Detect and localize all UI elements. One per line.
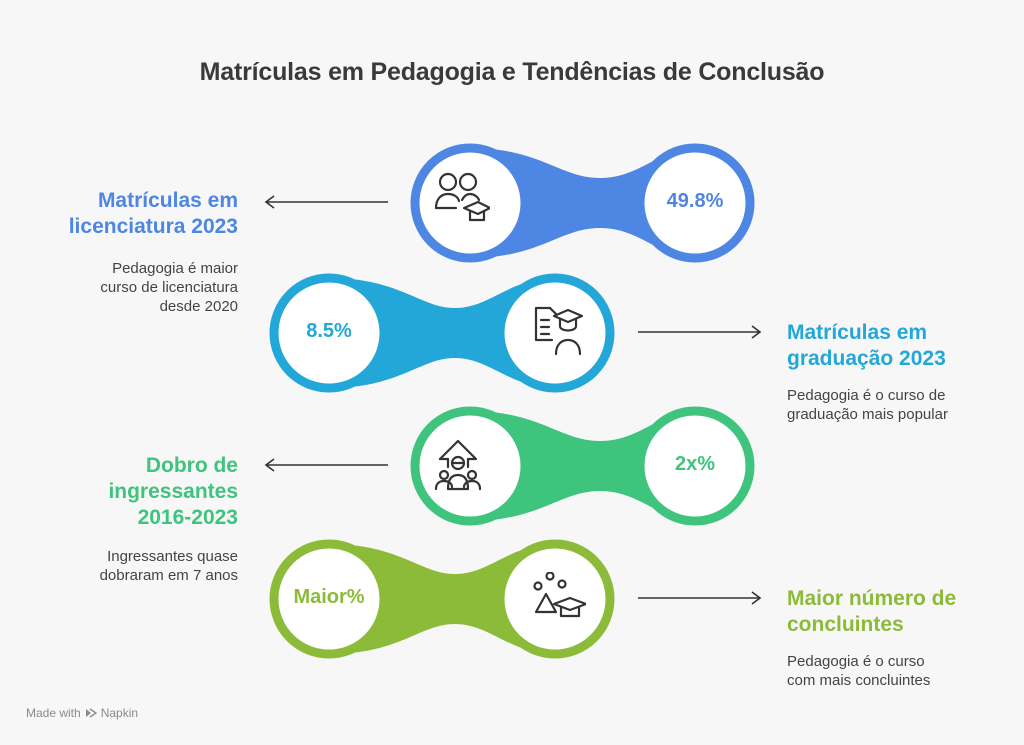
connector-pill [410,406,755,526]
heading-ingressantes: Dobro de ingressantes 2016-2023 [108,454,238,529]
row-graduacao: 8.5% Matrículas em graduação 2023 Pedago… [0,268,1024,423]
heading-concluintes: Maior número de concluintes [787,587,957,636]
connector-pill [269,539,615,659]
heading-licenciatura: Matrículas em licenciatura 2023 [68,189,238,238]
footer-attribution: Made with Napkin [26,706,138,720]
shapes-graduation-icon [530,571,588,628]
desc-concluintes: Pedagogia é o curso com mais concluintes [787,653,931,689]
footer-made-with: Made with [26,706,81,720]
value-licenciatura: 49.8% [666,190,724,212]
napkin-logo-icon [85,708,97,718]
students-graduation-icon [434,170,492,226]
growth-people-icon [434,437,490,493]
value-graduacao: 8.5% [306,320,352,342]
document-graduate-icon [530,306,586,362]
desc-licenciatura: Pedagogia é maior curso de licenciatura … [100,260,238,315]
value-concluintes: Maior% [293,586,365,608]
desc-graduacao: Pedagogia é o curso de graduação mais po… [787,387,948,423]
connector-pill [269,273,615,393]
row-ingressantes: 2x% Dobro de ingressantes 2016-2023 Ingr… [0,401,1024,584]
footer-brand: Napkin [100,706,139,720]
row-licenciatura: 49.8% Matrículas em licenciatura 2023 Pe… [0,138,1024,315]
arrow-left [264,195,388,209]
desc-ingressantes: Ingressantes quase dobraram em 7 anos [99,548,238,584]
arrow-left [264,458,388,472]
arrow-right [638,325,762,339]
heading-graduacao: Matrículas em graduação 2023 [787,321,946,370]
row-concluintes: Maior% Maior número de concluintes Pedag… [0,534,1024,689]
value-ingressantes: 2x% [674,453,716,475]
arrow-right [638,591,762,605]
page-title: Matrículas em Pedagogia e Tendências de … [199,58,825,86]
